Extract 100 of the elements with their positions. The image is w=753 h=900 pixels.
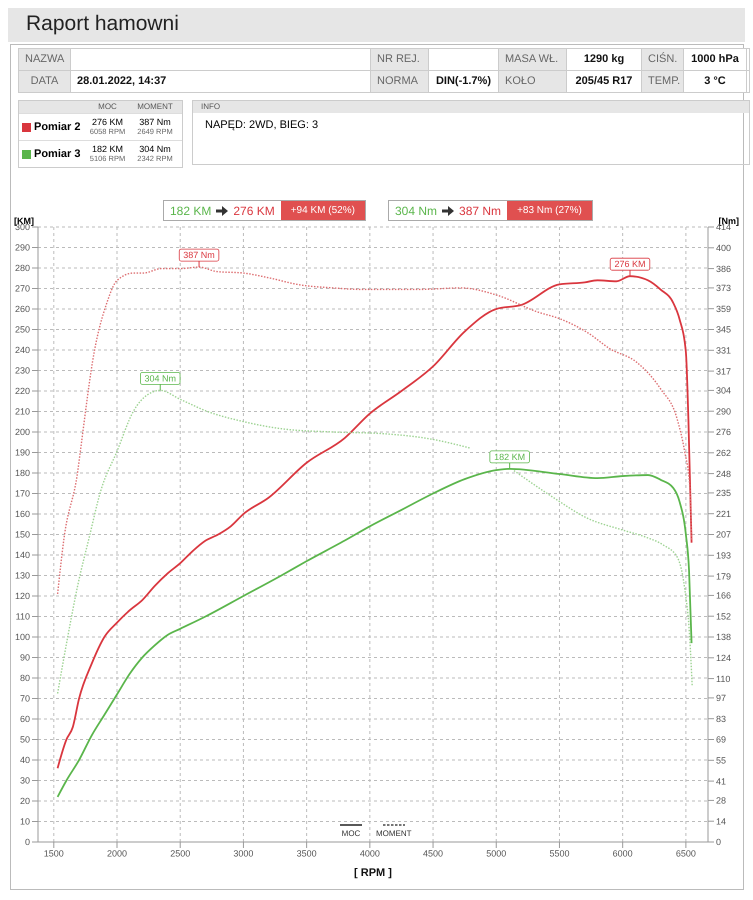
y2-tick-label: 69 [716, 734, 726, 745]
text: 182 KM [169, 204, 212, 218]
y2-tick-label: 290 [716, 406, 732, 416]
text: KOŁO [499, 71, 567, 92]
y2-tick-label: 373 [716, 283, 732, 294]
y-tick-label: 180 [14, 468, 30, 478]
y-tick-label: 150 [14, 530, 30, 540]
y-tick-label: 220 [14, 386, 30, 396]
chart-title: Raport hamowni [8, 8, 745, 40]
text: 3 °C [684, 71, 747, 92]
y2-tick-label: 359 [716, 304, 732, 314]
y2-tick-label: 248 [716, 468, 732, 479]
y2-tick-label: 345 [716, 324, 732, 335]
text: 276 KM [90, 117, 124, 127]
annotation: 304 Nm [144, 373, 176, 384]
y2-tick-label: 304 [716, 386, 732, 396]
text: +83 Nm (27%) [507, 201, 592, 220]
text: NORMA [371, 71, 429, 92]
text: 304 Nm [394, 204, 438, 218]
x-tick-label: 1500 [44, 848, 64, 858]
x-tick-label: 3000 [233, 848, 254, 858]
annotation: 387 Nm [183, 250, 215, 260]
x-tick-label: 5000 [486, 848, 506, 858]
text: 205/45 R17 [567, 71, 642, 92]
y2-tick-label: 55 [716, 755, 726, 766]
y2-tick-label: 0 [716, 837, 722, 848]
x-tick-label: 2000 [106, 848, 128, 858]
text: 304 Nm [138, 144, 172, 154]
y2-tick-label: 110 [716, 674, 730, 684]
y2-tick-label: 138 [716, 632, 732, 642]
text: 182 KM [90, 144, 124, 154]
y-tick-label: 230 [14, 366, 30, 376]
y-tick-label: 210 [14, 406, 30, 417]
y-tick-label: 200 [14, 427, 30, 438]
y-tick-label: 130 [14, 570, 30, 581]
y-tick-label: 10 [20, 816, 30, 827]
text: MOC [97, 101, 118, 113]
y-tick-label: 100 [14, 632, 30, 642]
y2-tick-label: 262 [716, 448, 732, 458]
text: +94 KM (52%) [280, 201, 365, 220]
y2-tick-label: 83 [716, 714, 726, 724]
text: 1290 kg [567, 49, 642, 70]
x-tick-label: 6500 [676, 848, 696, 858]
text: NAPĘD: 2WD, BIEG: 3 [204, 118, 320, 133]
x-tick-label: 2500 [170, 848, 190, 858]
y-tick-label: 90 [20, 652, 30, 663]
y2-tick-label: 400 [716, 242, 732, 253]
text: NR REJ. [371, 49, 429, 70]
y-tick-label: 110 [16, 612, 30, 622]
x-tick-label: 4500 [423, 848, 444, 858]
y-tick-label: 70 [20, 694, 30, 704]
y-tick-label: 260 [14, 304, 30, 314]
y-tick-label: 120 [14, 591, 30, 602]
y2-tick-label: 317 [716, 366, 732, 376]
y-tick-label: 30 [20, 776, 30, 786]
y2-tick-label: 41 [716, 776, 726, 786]
y2-tick-label: 166 [716, 590, 732, 601]
y-tick-label: 50 [20, 734, 30, 745]
text: DIN(-1.7%) [429, 71, 499, 92]
y2-tick-label: 124 [716, 652, 732, 663]
x-axis-title: [ RPM ] [354, 867, 392, 879]
y-tick-label: 160 [14, 509, 30, 520]
y2-tick-label: 235 [716, 488, 732, 498]
x-tick-label: 4000 [360, 848, 380, 858]
text: NAZWA [19, 49, 71, 70]
text: MASA WŁ. [499, 49, 567, 70]
y-tick-label: 140 [14, 550, 30, 560]
y-tick-label: 250 [14, 324, 30, 335]
y2-tick-label: 207 [716, 530, 732, 540]
annotation: MOC [340, 829, 362, 838]
text: MOMENT [136, 101, 174, 113]
y-tick-label: 20 [20, 796, 30, 806]
y2-tick-label: 276 [716, 427, 732, 438]
y-tick-label: 80 [20, 673, 30, 684]
annotation: MOMENT [376, 829, 412, 838]
y-tick-label: 0 [24, 837, 30, 848]
text: CIŚN. [642, 49, 684, 70]
y-tick-label: 170 [14, 488, 30, 499]
y-tick-label: 290 [14, 242, 30, 253]
y-tick-label: 270 [14, 284, 30, 294]
y-tick-label: 190 [14, 448, 30, 458]
y-tick-label: 40 [20, 755, 30, 766]
y-tick-label: 280 [14, 263, 30, 274]
y-tick-label: 60 [20, 714, 30, 724]
text: 28.01.2022, 14:37 [71, 71, 371, 92]
y2-tick-label: 14 [716, 816, 726, 826]
text: DATA [19, 71, 71, 92]
y-tick-label: 240 [14, 345, 30, 356]
y2-tick-label: 97 [716, 693, 726, 704]
text: INFO [193, 101, 749, 113]
text: TEMP. [642, 71, 684, 92]
x-tick-label: 6000 [612, 848, 633, 858]
y2-tick-label: 221 [716, 508, 732, 519]
annotation: 276 KM [614, 259, 646, 270]
legend-label: Pomiar 3 [34, 148, 80, 160]
y2-tick-label: 28 [716, 796, 726, 806]
y2-tick-label: 193 [716, 550, 732, 560]
legend-label: Pomiar 2 [34, 121, 80, 133]
line-series [56, 266, 692, 595]
x-tick-label: 5500 [549, 848, 570, 858]
